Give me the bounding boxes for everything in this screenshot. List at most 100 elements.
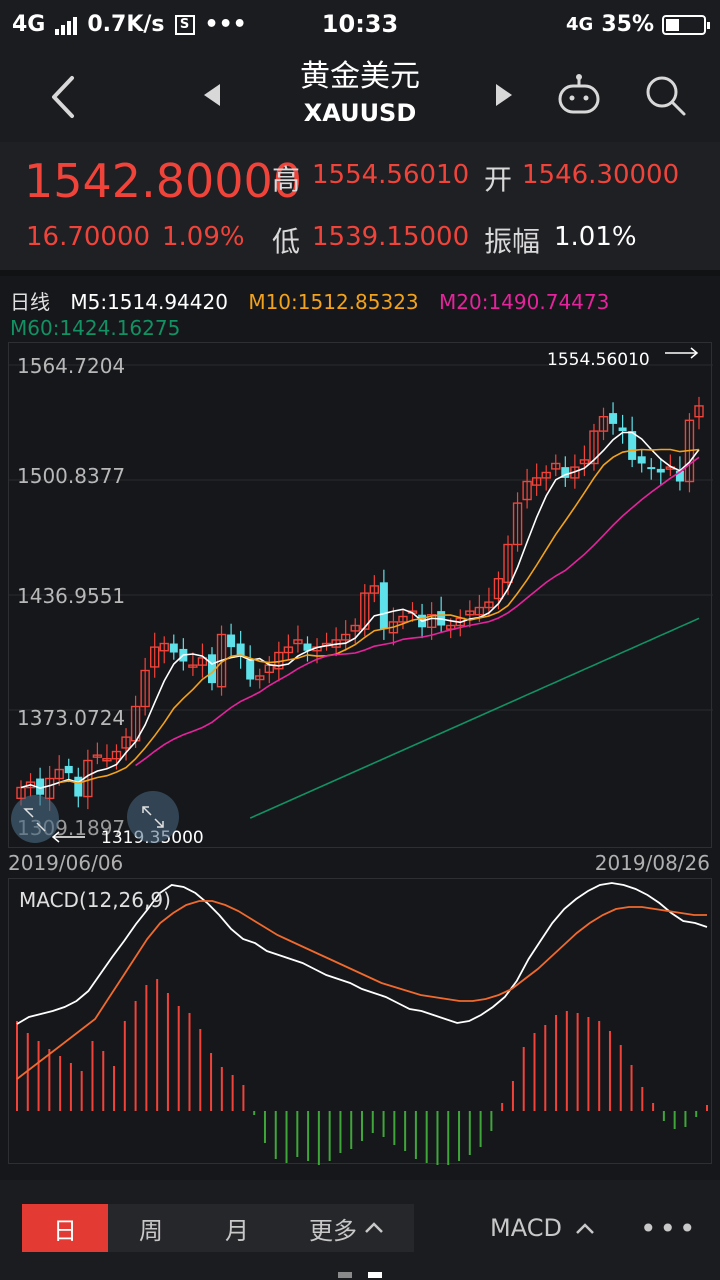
- battery-percent: 35%: [601, 12, 654, 37]
- ma60-line: [249, 617, 700, 819]
- period-month-button[interactable]: 月: [194, 1204, 280, 1252]
- battery-icon: [662, 14, 710, 35]
- high-label: 高: [272, 163, 301, 196]
- indicator-label: MACD: [490, 1214, 562, 1242]
- more-options-icon[interactable]: •••: [640, 1212, 699, 1245]
- candle-up: [369, 585, 380, 594]
- more-label: 更多: [309, 1216, 357, 1245]
- candle-down: [236, 643, 245, 657]
- ma60-legend: M60:1424.16275: [10, 316, 180, 340]
- symbol-code: XAUUSD: [303, 99, 417, 127]
- candle-up: [465, 610, 475, 616]
- candle-up: [541, 471, 551, 479]
- candle-up: [426, 614, 437, 629]
- chevron-up-icon: [575, 1223, 594, 1234]
- candle-down: [628, 431, 637, 460]
- candlestick-chart[interactable]: 1564.7204 1500.8377 1436.9551 1373.0724 …: [8, 342, 713, 848]
- ma-legend: 日线 M5:1514.94420 M10:1512.85323 M20:1490…: [10, 286, 609, 315]
- last-price: 1542.80000: [24, 154, 303, 208]
- candle-up: [44, 777, 55, 800]
- candle-down: [656, 468, 665, 473]
- candle-up: [149, 646, 160, 668]
- change-value: 16.70000: [26, 222, 151, 252]
- more-status-icon: •••: [204, 12, 247, 37]
- indicator-selector[interactable]: MACD: [490, 1214, 596, 1242]
- y-tick-label: 1373.0724: [17, 706, 125, 730]
- candle-down: [207, 654, 216, 684]
- candle-down: [169, 643, 178, 653]
- more-periods-button[interactable]: 更多: [280, 1204, 414, 1252]
- candle-up: [159, 642, 169, 652]
- candle-down: [227, 634, 236, 648]
- candle-down: [609, 413, 618, 424]
- period-week-button[interactable]: 周: [139, 1216, 163, 1245]
- min-arrow-icon: [51, 831, 85, 843]
- max-arrow-icon: [665, 347, 699, 359]
- ma5-line: [20, 431, 700, 789]
- quote-panel: 1542.80000 高 1554.56010 开 1546.30000 16.…: [0, 142, 720, 270]
- month-label: 月: [225, 1216, 249, 1245]
- page-indicator-dot: [338, 1272, 352, 1278]
- candle-up: [283, 646, 294, 654]
- divider: [0, 270, 720, 276]
- amplitude-label: 振幅: [484, 225, 541, 258]
- candle-up: [121, 736, 131, 749]
- macd-lines: [16, 882, 708, 1080]
- candle-up: [474, 606, 485, 616]
- low-label: 低: [272, 225, 301, 258]
- period-day-button[interactable]: 日: [22, 1204, 108, 1252]
- candle-down: [618, 427, 627, 432]
- candle-up: [512, 502, 523, 546]
- candle-down: [675, 470, 684, 482]
- candle-up: [350, 624, 360, 632]
- candle-up: [551, 462, 561, 470]
- candle-up: [398, 615, 408, 623]
- page-indicator-dot-active: [368, 1272, 382, 1278]
- network-speed: 0.7K/s: [87, 12, 165, 37]
- candle-up: [188, 664, 198, 668]
- ma20-label: M20:1490.74473: [439, 290, 610, 314]
- candle-up: [54, 768, 64, 780]
- candle-up: [598, 416, 609, 432]
- candle-up: [140, 669, 150, 708]
- candle-up: [493, 578, 504, 600]
- macd-dea-line: [16, 900, 707, 1080]
- robot-icon[interactable]: [556, 72, 602, 118]
- nav-bar: 黄金美元 XAUUSD: [0, 50, 720, 142]
- candle-up: [92, 754, 103, 758]
- previous-symbol-icon[interactable]: [204, 84, 220, 106]
- back-icon[interactable]: [44, 72, 84, 122]
- ma5-label: M5:1514.94420: [70, 290, 228, 314]
- candle-up: [579, 459, 590, 465]
- candle-up: [197, 657, 208, 666]
- y-tick-label: 1436.9551: [17, 584, 125, 608]
- expand-chart-icon[interactable]: [127, 791, 179, 843]
- next-symbol-icon[interactable]: [496, 84, 512, 106]
- status-right: 4G 35%: [566, 12, 710, 37]
- change-percent: 1.09%: [162, 222, 245, 252]
- candle-up: [360, 592, 370, 630]
- ma10-label: M10:1512.85323: [248, 290, 419, 314]
- macd-histogram: [16, 979, 708, 1167]
- end-date: 2019/08/26: [594, 851, 710, 875]
- status-left: 4G 0.7K/s S •••: [12, 12, 247, 37]
- network-label: 4G: [12, 12, 46, 37]
- amplitude-value: 1.01%: [554, 222, 637, 252]
- macd-chart[interactable]: MACD(12,26,9): [8, 878, 712, 1167]
- candle-down: [303, 643, 312, 651]
- candle-up: [25, 781, 36, 789]
- moving-average-lines: [20, 431, 700, 819]
- start-date: 2019/06/06: [8, 851, 124, 875]
- page-title: 黄金美元: [300, 59, 420, 94]
- open-label: 开: [484, 163, 513, 196]
- candle-down: [74, 776, 83, 797]
- macd-label: MACD(12,26,9): [19, 888, 171, 912]
- signal-icon: [55, 15, 78, 35]
- candle-up: [522, 480, 532, 501]
- title-block: 黄金美元 XAUUSD: [0, 58, 720, 130]
- high-value: 1554.56010: [312, 160, 470, 190]
- candle-up: [694, 405, 704, 418]
- collapse-chart-icon[interactable]: [11, 795, 59, 843]
- candle-up: [16, 786, 26, 800]
- search-icon[interactable]: [642, 72, 688, 118]
